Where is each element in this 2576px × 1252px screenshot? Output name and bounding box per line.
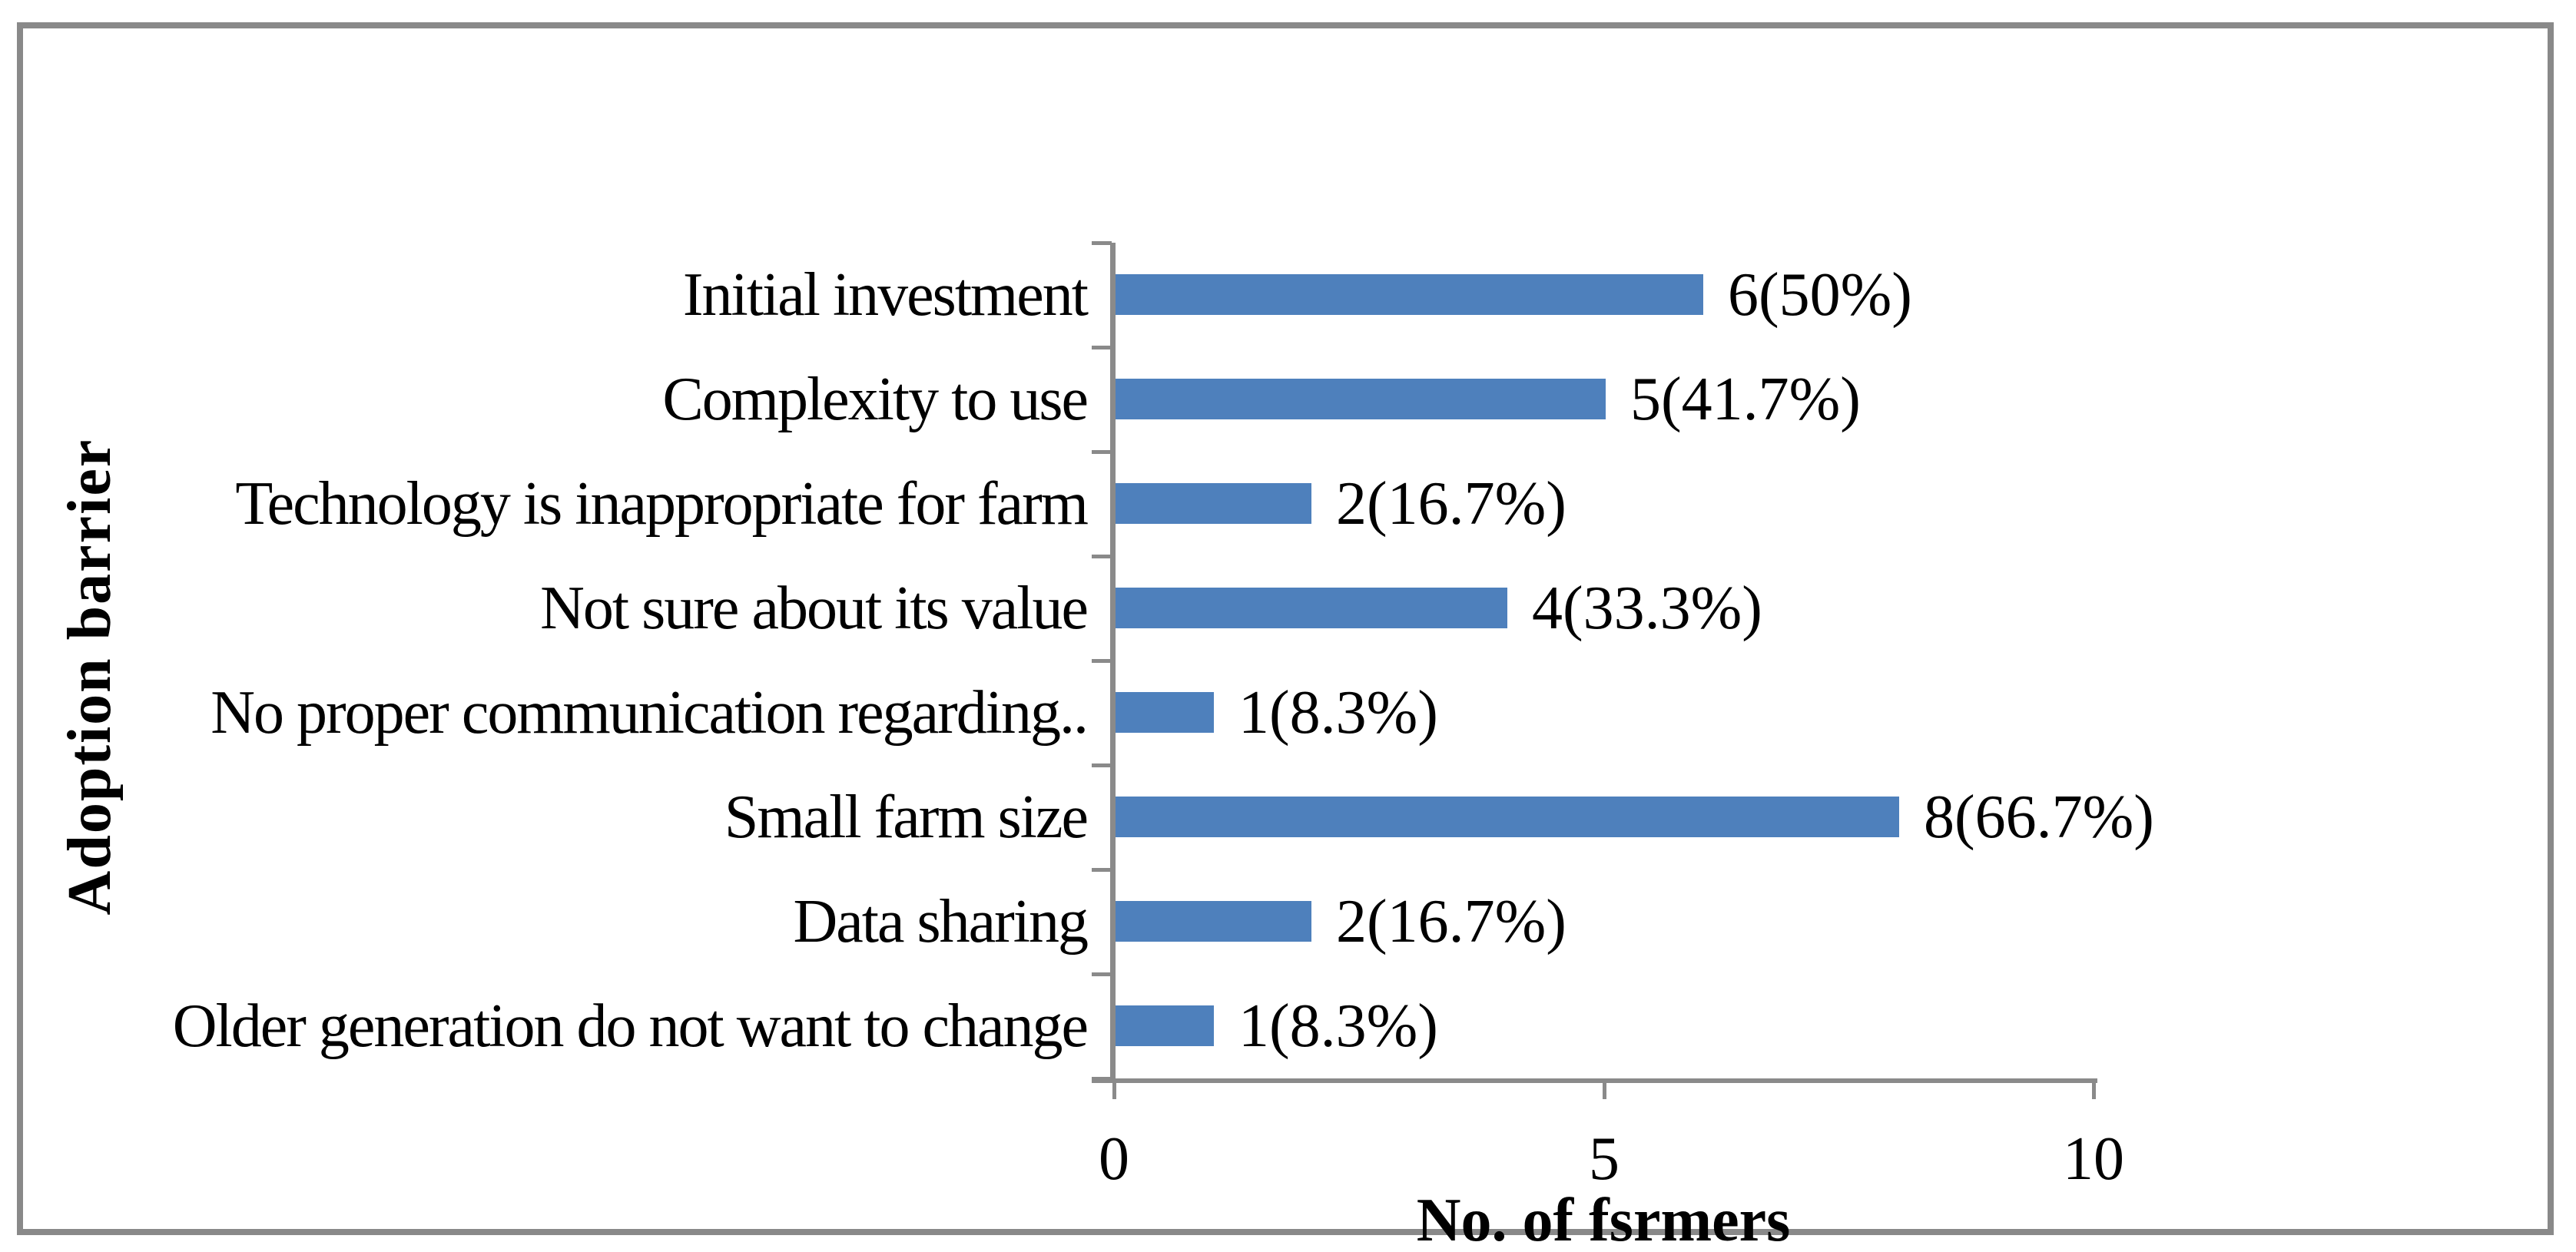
y-tick-mark: [1092, 659, 1112, 663]
x-tick-label: 0: [1099, 1125, 1129, 1193]
x-tick-mark: [2092, 1078, 2096, 1099]
y-tick-mark: [1092, 241, 1112, 245]
data-label: 4(33.3%): [1532, 575, 1762, 642]
data-label: 1(8.3%): [1238, 679, 1438, 747]
data-label: 2(16.7%): [1336, 470, 1566, 538]
y-axis-title: Adoption barrier: [56, 438, 124, 916]
category-label: Data sharing: [793, 888, 1089, 956]
x-tick-label: 10: [2063, 1125, 2124, 1193]
bar: [1116, 274, 1703, 315]
y-tick-mark: [1092, 763, 1112, 767]
category-label: Not sure about its value: [540, 575, 1089, 642]
category-labels: Initial investment Complexity to use Techn…: [49, 243, 1089, 1078]
bar: [1116, 1005, 1214, 1046]
data-label: 2(16.7%): [1336, 888, 1566, 956]
x-tick-label: 5: [1589, 1125, 1620, 1193]
bar: [1116, 588, 1507, 628]
y-tick-mark: [1092, 972, 1112, 976]
x-tick-mark: [1603, 1078, 1606, 1099]
bar: [1116, 379, 1606, 419]
data-label: 6(50%): [1728, 261, 1912, 329]
figure-frame: Initial investment Complexity to use Techn…: [17, 22, 2554, 1251]
x-axis-title: No. of fsrmers: [1416, 1187, 1791, 1252]
category-label: No proper communication regarding..: [211, 679, 1089, 747]
category-label: Initial investment: [682, 261, 1089, 329]
bar: [1116, 692, 1214, 733]
x-axis-line: [1092, 1078, 2097, 1083]
data-label: 1(8.3%): [1238, 992, 1438, 1060]
y-tick-mark: [1092, 1077, 1112, 1081]
plot-area: [1116, 243, 2095, 1078]
category-label: Complexity to use: [662, 366, 1089, 433]
bar: [1116, 797, 1899, 837]
y-tick-mark: [1092, 555, 1112, 558]
bar: [1116, 901, 1311, 942]
category-label: Older generation do not want to change: [172, 992, 1089, 1060]
y-tick-mark: [1092, 868, 1112, 872]
bar: [1116, 483, 1311, 524]
category-label: Technology is inappropriate for farm: [235, 470, 1089, 538]
category-label: Small farm size: [724, 783, 1089, 851]
data-label: 5(41.7%): [1630, 366, 1861, 433]
y-axis-line: [1110, 243, 1116, 1081]
data-label: 8(66.7%): [1924, 783, 2154, 851]
y-tick-mark: [1092, 346, 1112, 349]
x-tick-mark: [1112, 1078, 1116, 1099]
y-tick-mark: [1092, 450, 1112, 454]
